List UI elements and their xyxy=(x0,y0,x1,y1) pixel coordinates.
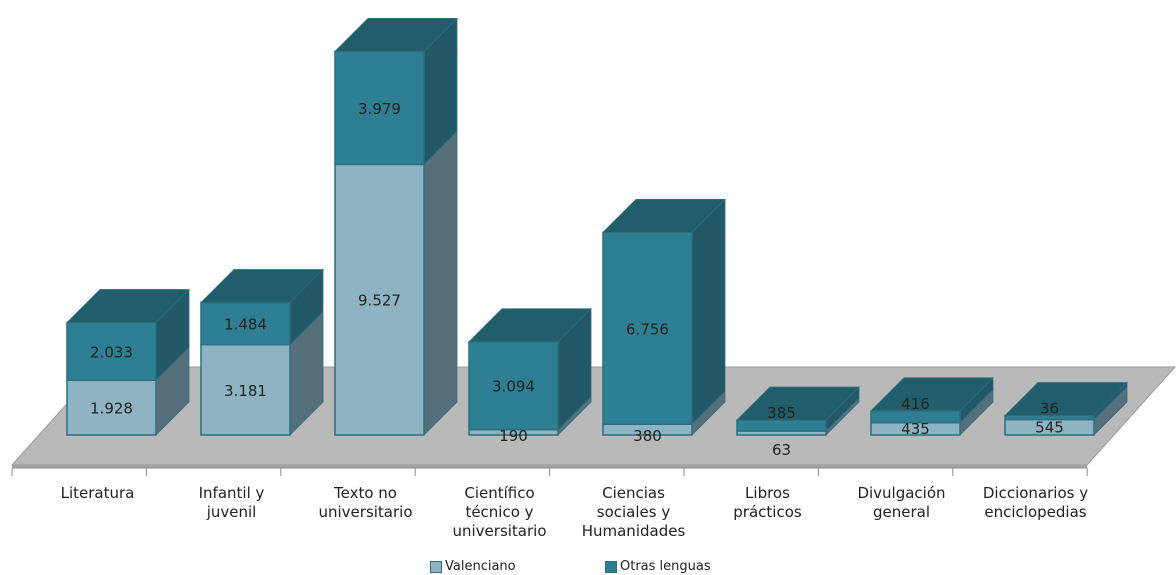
bar-otras-lenguas-ciencias-sociales-y-humanidades xyxy=(602,231,693,425)
x-tick-label: Divulgación xyxy=(857,484,945,502)
bar-top-divulgacion-general xyxy=(870,377,994,412)
data-label-otras-lenguas-infantil-y-juvenil: 1.484 xyxy=(224,316,267,334)
data-label-otras-lenguas-ciencias-sociales-y-humanidades: 6.756 xyxy=(626,320,669,338)
bar-top-diccionarios-y-enciclopedias xyxy=(1004,382,1128,416)
x-tick-label: Libros xyxy=(745,484,790,502)
data-label-otras-lenguas-diccionarios-y-enciclopedias: 36 xyxy=(1040,400,1059,418)
legend: Valenciano Otras lenguas xyxy=(0,559,1176,575)
x-tick-label: prácticos xyxy=(733,503,802,521)
x-tick-label: sociales y xyxy=(597,503,671,521)
x-tick-label: Literatura xyxy=(61,484,135,502)
data-label-valenciano-literatura: 1.928 xyxy=(90,400,133,418)
x-tick-label: Infantil y xyxy=(199,484,265,502)
legend-swatch-otras-lenguas xyxy=(605,560,617,573)
bar-valenciano-texto-no-universitario xyxy=(334,163,425,436)
x-tick-label: general xyxy=(873,503,930,521)
x-tick-label: técnico y xyxy=(465,503,533,521)
x-tick-label: Humanidades xyxy=(582,522,686,540)
bar-top-texto-no-universitario xyxy=(334,18,458,52)
data-label-valenciano-cientifico-tecnico-y-universitario: 190 xyxy=(499,427,528,445)
x-tick-label: juvenil xyxy=(206,503,257,521)
bar-otras-lenguas-literatura xyxy=(66,321,157,381)
legend-label-valenciano: Valenciano xyxy=(445,559,516,574)
bar-top-literatura xyxy=(66,289,190,323)
bar-top-infantil-y-juvenil xyxy=(200,269,324,303)
x-tick-label: Científico xyxy=(464,484,534,502)
bar-top-ciencias-sociales-y-humanidades xyxy=(602,198,726,233)
floor-edge xyxy=(12,465,1087,468)
data-label-otras-lenguas-literatura: 2.033 xyxy=(90,343,133,361)
x-tick-label: universitario xyxy=(318,503,412,521)
data-label-valenciano-texto-no-universitario: 9.527 xyxy=(358,292,401,310)
data-label-valenciano-diccionarios-y-enciclopedias: 545 xyxy=(1035,418,1064,436)
legend-item-otras-lenguas: Otras lenguas xyxy=(605,559,711,574)
bar-valenciano-infantil-y-juvenil xyxy=(200,343,291,436)
bar-top-libros-practicos xyxy=(736,386,860,421)
data-label-otras-lenguas-texto-no-universitario: 3.979 xyxy=(358,100,401,118)
bar-otras-lenguas-cientifico-tecnico-y-universitario xyxy=(468,340,559,431)
x-tick-label: Ciencias xyxy=(602,484,665,502)
x-tick-label: universitario xyxy=(452,522,546,540)
data-label-otras-lenguas-cientifico-tecnico-y-universitario: 3.094 xyxy=(492,378,535,396)
x-tick-label: enciclopedias xyxy=(984,503,1086,521)
data-label-valenciano-ciencias-sociales-y-humanidades: 380 xyxy=(633,427,662,445)
data-label-otras-lenguas-divulgacion-general: 416 xyxy=(901,395,930,413)
bar-side-otras-lenguas-ciencias-sociales-y-humanidades xyxy=(691,198,726,426)
bar-top-cientifico-tecnico-y-universitario xyxy=(468,308,592,343)
legend-label-otras-lenguas: Otras lenguas xyxy=(620,559,711,574)
data-label-valenciano-infantil-y-juvenil: 3.181 xyxy=(224,382,267,400)
data-label-valenciano-libros-practicos: 63 xyxy=(772,441,791,459)
bar-otras-lenguas-texto-no-universitario xyxy=(334,50,425,166)
x-tick-label: Texto no xyxy=(333,484,397,502)
legend-swatch-valenciano xyxy=(430,560,442,573)
bar-otras-lenguas-infantil-y-juvenil xyxy=(200,301,291,346)
x-tick-label: Diccionarios y xyxy=(983,484,1088,502)
bar-side-valenciano-texto-no-universitario xyxy=(423,130,458,436)
data-label-otras-lenguas-libros-practicos: 385 xyxy=(767,404,796,422)
legend-item-valenciano: Valenciano xyxy=(430,559,516,574)
data-label-valenciano-divulgacion-general: 435 xyxy=(901,420,930,438)
